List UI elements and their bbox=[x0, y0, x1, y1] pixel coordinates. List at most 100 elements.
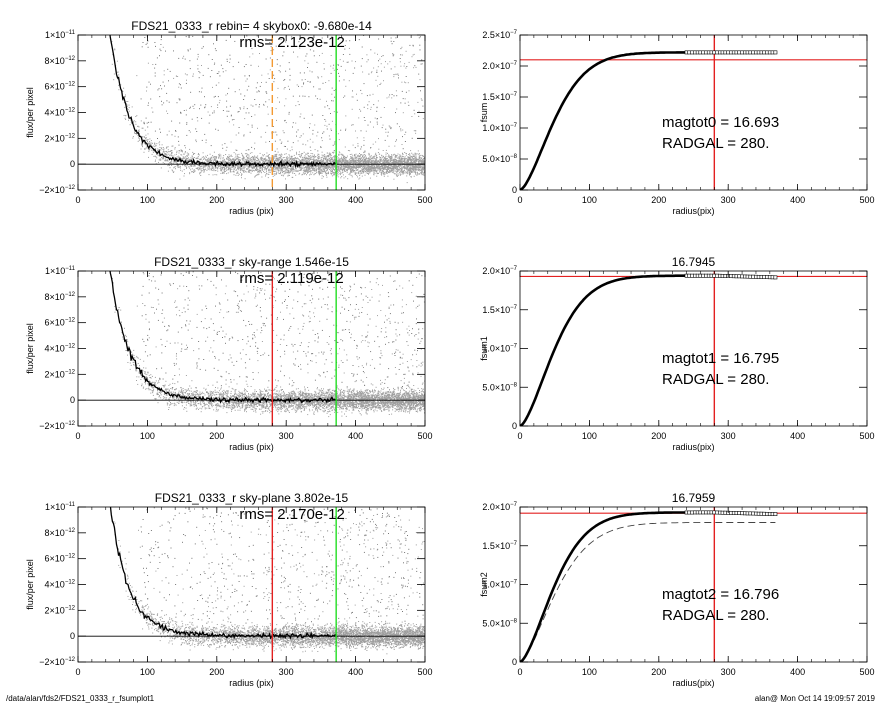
y-tick-label: 1.5×10−7 bbox=[482, 92, 517, 102]
x-axis-label: radius(pix) bbox=[672, 442, 714, 452]
x-tick-label: 0 bbox=[517, 431, 522, 441]
y-tick-label: 0 bbox=[512, 185, 517, 195]
y-tick-label: −2×10−12 bbox=[39, 185, 75, 195]
y-tick-label: 4×10−12 bbox=[45, 108, 76, 118]
panel-title: FDS21_0333_r sky-range 1.546e-15 bbox=[154, 255, 349, 269]
plot-frame bbox=[520, 507, 867, 662]
y-tick-label: 2×10−12 bbox=[45, 605, 76, 615]
y-tick-label: 1×10−11 bbox=[45, 502, 76, 512]
scatter-points bbox=[113, 507, 426, 654]
y-tick-label: 2×10−12 bbox=[45, 133, 76, 143]
y-axis-label: fsum1 bbox=[479, 336, 489, 361]
y-tick-label: −2×10−12 bbox=[39, 657, 75, 667]
y-tick-label: 0 bbox=[70, 631, 75, 641]
x-tick-label: 500 bbox=[859, 431, 874, 441]
plot-frame bbox=[520, 271, 867, 426]
y-tick-label: 5.0×10−8 bbox=[482, 382, 517, 392]
x-tick-label: 400 bbox=[348, 667, 363, 677]
y-tick-label: 4×10−12 bbox=[45, 344, 76, 354]
fsum-markers bbox=[685, 51, 777, 54]
x-tick-label: 200 bbox=[651, 195, 666, 205]
y-tick-label: 8×10−12 bbox=[45, 56, 76, 66]
plot-area bbox=[520, 507, 867, 662]
y-tick-label: 6×10−12 bbox=[45, 318, 76, 328]
y-tick-label: 8×10−12 bbox=[45, 528, 76, 538]
y-tick-label: 1×10−11 bbox=[45, 266, 76, 276]
y-tick-label: 1.0×10−7 bbox=[482, 123, 517, 133]
x-tick-label: 100 bbox=[140, 195, 155, 205]
x-tick-label: 0 bbox=[75, 195, 80, 205]
plot-area bbox=[520, 271, 867, 426]
magtot-label: magtot2 = 16.796 bbox=[662, 586, 779, 603]
magtot-label: magtot1 = 16.795 bbox=[662, 350, 779, 367]
x-tick-label: 300 bbox=[279, 667, 294, 677]
x-tick-label: 400 bbox=[348, 431, 363, 441]
x-tick-label: 200 bbox=[651, 431, 666, 441]
y-tick-label: 6×10−12 bbox=[45, 82, 76, 92]
rms-label: rms= 2.170e-12 bbox=[239, 506, 344, 523]
x-tick-label: 300 bbox=[279, 431, 294, 441]
y-tick-label: 1×10−11 bbox=[45, 30, 76, 40]
y-tick-label: 5.0×10−8 bbox=[482, 618, 517, 628]
plot-area bbox=[78, 501, 426, 662]
panel-title: 16.7945 bbox=[672, 255, 716, 269]
plot-area bbox=[78, 29, 426, 190]
x-tick-label: 0 bbox=[75, 431, 80, 441]
plot-area bbox=[520, 35, 867, 190]
y-axis-label: flux/per pixel bbox=[25, 323, 35, 374]
x-tick-label: 100 bbox=[582, 195, 597, 205]
x-tick-label: 400 bbox=[790, 431, 805, 441]
y-tick-label: 1.5×10−7 bbox=[482, 541, 517, 551]
x-tick-label: 400 bbox=[790, 667, 805, 677]
y-tick-label: 4×10−12 bbox=[45, 580, 76, 590]
scatter-points bbox=[111, 35, 426, 183]
x-tick-label: 400 bbox=[348, 195, 363, 205]
x-tick-label: 300 bbox=[721, 431, 736, 441]
y-tick-label: 2.5×10−7 bbox=[482, 30, 517, 40]
y-tick-label: 2×10−12 bbox=[45, 369, 76, 379]
rms-label: rms= 2.123e-12 bbox=[239, 34, 344, 51]
radgal-label: RADGAL = 280. bbox=[662, 135, 769, 152]
y-tick-label: 6×10−12 bbox=[45, 554, 76, 564]
x-tick-label: 500 bbox=[417, 195, 432, 205]
y-tick-label: 0 bbox=[512, 421, 517, 431]
x-tick-label: 400 bbox=[790, 195, 805, 205]
y-tick-label: 2.0×10−7 bbox=[482, 266, 517, 276]
x-tick-label: 200 bbox=[209, 431, 224, 441]
x-tick-label: 200 bbox=[651, 667, 666, 677]
fsum-markers bbox=[685, 511, 777, 516]
y-axis-label: flux/per pixel bbox=[25, 87, 35, 138]
panel-title: FDS21_0333_r sky-plane 3.802e-15 bbox=[155, 491, 349, 505]
footer-timestamp: alan@ Mon Oct 14 19:09:57 2019 bbox=[755, 694, 875, 703]
x-tick-label: 100 bbox=[582, 667, 597, 677]
x-axis-label: radius (pix) bbox=[229, 442, 274, 452]
y-axis-label: fsum bbox=[479, 103, 489, 123]
y-tick-label: 0 bbox=[512, 657, 517, 667]
panel-title: FDS21_0333_r rebin= 4 skybox0: -9.680e-1… bbox=[131, 19, 372, 33]
x-axis-label: radius (pix) bbox=[229, 678, 274, 688]
x-tick-label: 100 bbox=[140, 431, 155, 441]
x-tick-label: 300 bbox=[279, 195, 294, 205]
x-tick-label: 500 bbox=[859, 667, 874, 677]
x-tick-label: 300 bbox=[721, 667, 736, 677]
x-axis-label: radius (pix) bbox=[229, 206, 274, 216]
y-axis-label: fsum2 bbox=[479, 572, 489, 597]
x-tick-label: 500 bbox=[417, 667, 432, 677]
y-tick-label: 0 bbox=[70, 395, 75, 405]
x-tick-label: 0 bbox=[75, 667, 80, 677]
x-tick-label: 500 bbox=[859, 195, 874, 205]
x-tick-label: 300 bbox=[721, 195, 736, 205]
plot-frame bbox=[520, 35, 867, 190]
x-tick-label: 0 bbox=[517, 667, 522, 677]
x-tick-label: 100 bbox=[140, 667, 155, 677]
x-axis-label: radius(pix) bbox=[672, 206, 714, 216]
y-tick-label: 1.5×10−7 bbox=[482, 305, 517, 315]
